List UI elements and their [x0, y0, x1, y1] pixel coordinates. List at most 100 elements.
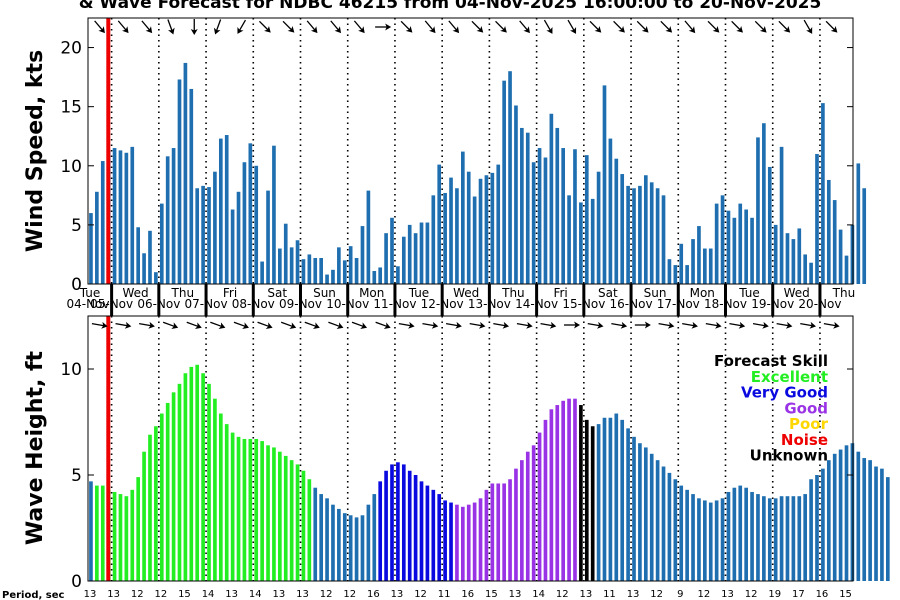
wind-bar	[738, 203, 743, 284]
direction-arrow	[660, 20, 673, 33]
direction-arrow	[210, 321, 226, 329]
wind-bar	[342, 260, 347, 284]
wind-bar	[177, 79, 182, 284]
wind-bar	[744, 209, 748, 284]
wind-bar	[148, 230, 152, 284]
wave-bar	[419, 481, 424, 581]
direction-arrow	[803, 19, 813, 34]
wave-bar	[821, 468, 825, 581]
wind-bar	[431, 195, 436, 284]
wave-bar	[472, 502, 477, 581]
wave-bar	[649, 453, 654, 581]
direction-arrow	[682, 321, 698, 329]
direction-arrow	[776, 321, 793, 329]
wind-bar	[673, 265, 678, 284]
wave-bar	[697, 498, 701, 581]
wave-bar	[555, 405, 560, 581]
wind-bar	[313, 257, 318, 284]
direction-arrow	[115, 321, 132, 329]
wave-bar	[112, 491, 117, 581]
wind-x-ticks: Tue04-NovWed05-NovThu06-NovFri07-NovSat0…	[66, 284, 855, 316]
wave-bar	[714, 500, 719, 581]
wave-bar	[543, 419, 548, 581]
wave-bar	[390, 464, 394, 581]
direction-arrow	[233, 321, 249, 329]
period-tick-label: 13	[225, 589, 238, 600]
wave-bar	[342, 513, 347, 581]
wave-bar	[307, 479, 312, 581]
legend-title: Forecast Skill	[714, 352, 828, 370]
wind-bar	[691, 239, 695, 284]
period-tick-label: 12	[320, 589, 333, 600]
wave-bar	[466, 504, 471, 581]
period-tick-label: 12	[343, 589, 356, 600]
wave-bar	[844, 445, 849, 581]
direction-arrow	[634, 321, 651, 329]
y-tick-label: 0	[71, 275, 82, 295]
period-tick-label: 13	[84, 589, 97, 600]
direction-arrow	[729, 321, 746, 329]
direction-arrow	[684, 20, 696, 34]
wave-bar	[862, 458, 867, 581]
wave-bar	[378, 481, 383, 581]
wind-bar	[626, 185, 630, 284]
direction-arrow	[117, 20, 129, 34]
wind-bar	[809, 262, 813, 284]
direction-arrow	[190, 19, 198, 35]
wave-bar	[762, 496, 766, 581]
direction-arrow	[328, 321, 344, 329]
wind-bar	[732, 217, 737, 284]
wind-bar	[679, 243, 684, 284]
direction-arrow	[589, 20, 602, 33]
wave-bar	[549, 409, 554, 581]
wind-bar	[726, 210, 731, 284]
wave-bar	[372, 494, 377, 581]
direction-arrow	[540, 321, 557, 329]
wind-bar	[590, 198, 595, 284]
wind-bar	[455, 188, 459, 284]
wave-bar	[95, 485, 99, 581]
wind-bar	[767, 166, 772, 284]
wave-bar	[632, 436, 636, 581]
wind-bar	[236, 191, 241, 284]
wind-bar	[419, 222, 424, 284]
wave-bar	[148, 434, 152, 581]
direction-arrow	[422, 321, 439, 329]
wave-bar	[496, 483, 501, 581]
wind-bar	[171, 148, 176, 284]
day-of-week-label: Wed	[453, 286, 479, 300]
wave-bar	[673, 479, 678, 581]
period-ticks: 13 13 12 12 15 14 13 14 13 13 12 12 16 13 12 11 16 15 13 14…	[84, 589, 852, 600]
direction-arrow	[754, 20, 767, 33]
date-label: 15-Nov	[562, 297, 605, 311]
period-tick-label: 13	[273, 589, 286, 600]
wave-bar	[154, 426, 158, 581]
period-tick-label: 15	[485, 589, 498, 600]
wave-bar	[838, 449, 843, 581]
wave-bar	[643, 447, 648, 581]
wave-bar	[850, 443, 855, 581]
wave-bar	[425, 485, 430, 581]
wave-bar	[478, 498, 483, 581]
wave-bar	[337, 508, 341, 581]
day-of-week-label: Fri	[553, 286, 567, 300]
wave-bar	[118, 494, 123, 581]
wind-bar	[821, 103, 825, 285]
period-tick-label: 14	[249, 589, 262, 600]
wind-bar	[301, 259, 306, 284]
wind-bar	[797, 228, 802, 284]
wind-bar	[484, 175, 489, 284]
day-divider-tick	[299, 284, 302, 316]
day-divider-tick	[582, 284, 586, 316]
wave-bar	[520, 460, 524, 581]
wind-bar	[584, 155, 589, 284]
wind-bar	[708, 248, 713, 284]
day-of-week-label: Wed	[123, 286, 149, 300]
legend-item-noise: Noise	[781, 431, 828, 449]
period-tick-label: 17	[792, 589, 805, 600]
direction-arrow	[495, 20, 507, 33]
wave-bar	[679, 485, 684, 581]
date-label: 10-Nov	[326, 297, 369, 311]
wave-bar	[809, 479, 813, 581]
wave-plot-frame	[87, 315, 854, 582]
